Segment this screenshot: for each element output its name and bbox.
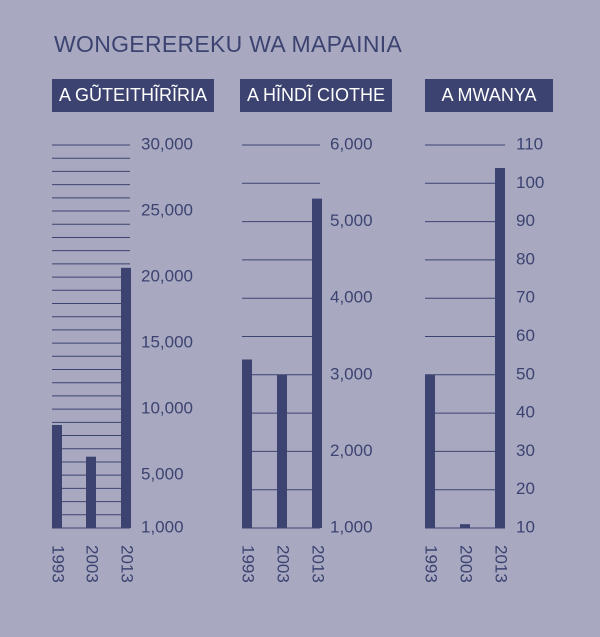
y-tick-label: 10,000: [141, 399, 193, 418]
y-tick-label: 90: [516, 211, 535, 230]
bar-1993: [242, 359, 252, 528]
bar-2013: [312, 198, 322, 528]
bar-1993: [425, 374, 435, 528]
panel-title-assistance: A GŨTEITHĨRĨRIA: [52, 79, 214, 112]
bar-2013: [121, 267, 131, 528]
x-category-label: 1993: [49, 545, 68, 583]
y-tick-label: 3,000: [330, 364, 373, 383]
y-tick-label: 1,000: [141, 517, 184, 536]
x-category-label: 2013: [118, 545, 137, 583]
y-tick-label: 6,000: [330, 134, 373, 153]
y-tick-label: 40: [516, 403, 535, 422]
page-title: WONGEREREKU WA MAPAINIA: [54, 31, 403, 57]
y-tick-label: 30,000: [141, 134, 193, 153]
y-tick-label: 5,000: [330, 211, 373, 230]
y-tick-label: 2,000: [330, 441, 373, 460]
x-category-label: 1993: [239, 545, 258, 583]
bar-2003: [277, 374, 287, 528]
y-tick-label: 60: [516, 326, 535, 345]
y-tick-label: 15,000: [141, 333, 193, 352]
y-tick-label: 70: [516, 288, 535, 307]
y-tick-label: 25,000: [141, 201, 193, 220]
y-tick-label: 1,000: [330, 517, 373, 536]
x-category-label: 2013: [309, 545, 328, 583]
x-category-label: 2003: [83, 545, 102, 583]
panel-title-interval: A MWANYA: [425, 79, 553, 112]
y-tick-label: 5,000: [141, 465, 184, 484]
y-tick-label: 100: [516, 173, 544, 192]
y-tick-label: 50: [516, 364, 535, 383]
y-tick-label: 10: [516, 517, 535, 536]
y-tick-label: 20,000: [141, 267, 193, 286]
x-category-label: 1993: [422, 545, 441, 583]
y-tick-label: 80: [516, 249, 535, 268]
bar-2003: [460, 524, 470, 528]
bar-2003: [86, 456, 96, 528]
y-tick-label: 4,000: [330, 288, 373, 307]
bar-2013: [495, 167, 505, 529]
y-tick-label: 20: [516, 479, 535, 498]
y-tick-label: 30: [516, 441, 535, 460]
x-category-label: 2013: [492, 545, 511, 583]
y-tick-label: 110: [516, 134, 543, 153]
bar-1993: [52, 424, 62, 528]
x-category-label: 2003: [274, 545, 293, 583]
panel-title-total: A HĨNDĨ CIOTHE: [240, 79, 392, 112]
x-category-label: 2003: [457, 545, 476, 583]
